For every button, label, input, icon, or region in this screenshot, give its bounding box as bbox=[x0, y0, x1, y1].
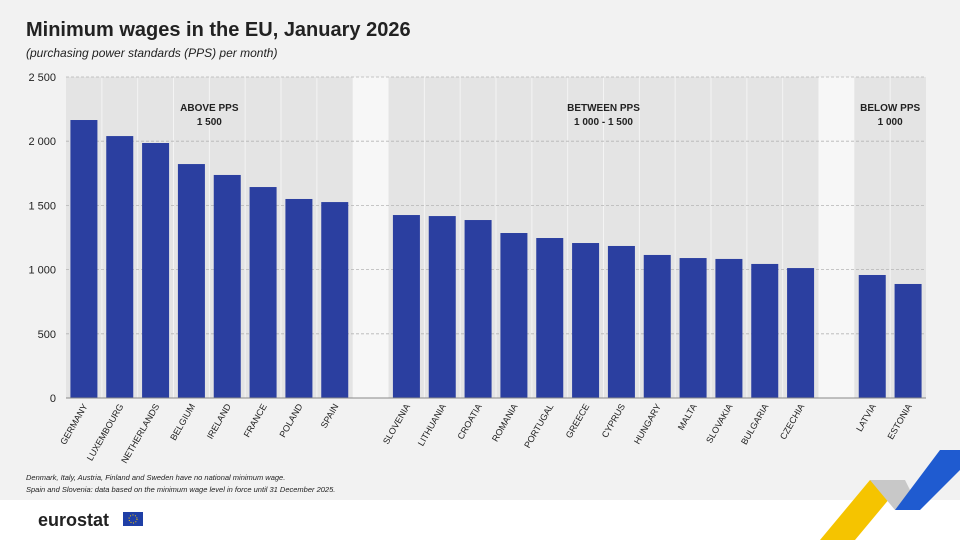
bar bbox=[536, 238, 564, 398]
bar bbox=[572, 243, 600, 398]
group-label: ABOVE PPS bbox=[180, 103, 239, 114]
bar bbox=[428, 216, 456, 398]
bar bbox=[249, 187, 277, 398]
bar bbox=[679, 258, 707, 398]
y-tick-label: 1 500 bbox=[28, 200, 56, 212]
eu-stars bbox=[128, 514, 138, 524]
bar bbox=[643, 254, 671, 398]
bar bbox=[106, 136, 134, 398]
bar bbox=[787, 268, 815, 398]
bar bbox=[858, 274, 886, 398]
bar bbox=[285, 198, 313, 398]
y-tick-label: 0 bbox=[50, 393, 56, 405]
bar bbox=[500, 233, 528, 398]
y-tick-label: 1 000 bbox=[28, 265, 56, 277]
group-label: BETWEEN PPS bbox=[567, 103, 640, 114]
bar bbox=[213, 174, 241, 398]
footnote: Spain and Slovenia: data based on the mi… bbox=[26, 485, 335, 494]
bar bbox=[894, 283, 922, 398]
bar bbox=[464, 220, 492, 398]
eu-flag bbox=[123, 512, 143, 526]
y-tick-label: 500 bbox=[38, 329, 56, 341]
group-label: BELOW PPS bbox=[860, 103, 920, 114]
bar bbox=[607, 245, 635, 398]
bar bbox=[392, 215, 420, 398]
group-label: 1 500 bbox=[197, 117, 222, 128]
chart-title: Minimum wages in the EU, January 2026 bbox=[26, 19, 411, 41]
bar bbox=[715, 258, 743, 398]
footnote: Denmark, Italy, Austria, Finland and Swe… bbox=[26, 473, 285, 482]
y-tick-label: 2 500 bbox=[28, 72, 56, 84]
bar bbox=[177, 164, 205, 398]
decoration bbox=[895, 450, 960, 510]
group-label: 1 000 - 1 500 bbox=[574, 117, 633, 128]
bar bbox=[70, 120, 98, 398]
bar bbox=[321, 202, 349, 398]
logo-text: eurostat bbox=[38, 510, 109, 530]
bar bbox=[751, 263, 779, 398]
chart-subtitle: (purchasing power standards (PPS) per mo… bbox=[26, 46, 277, 60]
footer-band bbox=[0, 500, 960, 540]
group-label: 1 000 bbox=[878, 117, 903, 128]
y-tick-label: 2 000 bbox=[28, 136, 56, 148]
bar bbox=[142, 142, 170, 398]
